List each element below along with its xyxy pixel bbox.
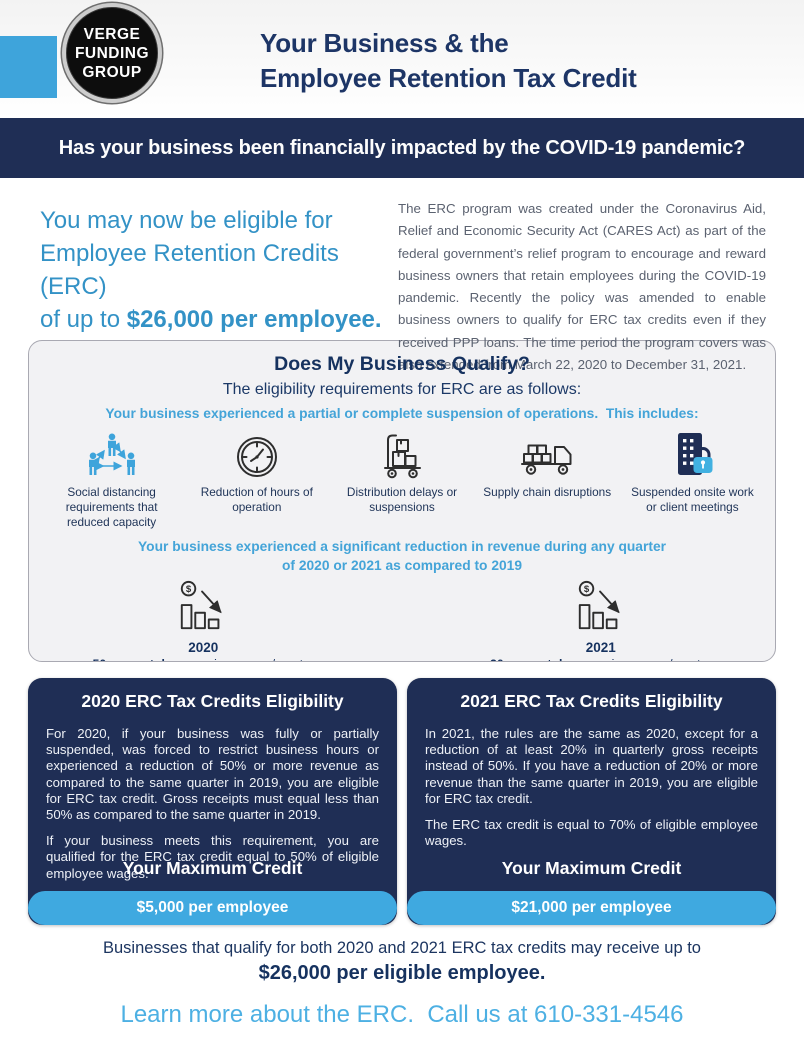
revenue-caption-rest: in revenue/quarter — [608, 657, 712, 661]
list-item-social-distancing: Social distancing requirements that redu… — [39, 429, 184, 529]
brand-blue-square — [0, 36, 57, 98]
eligibility-cards: 2020 ERC Tax Credits Eligibility For 202… — [28, 678, 776, 925]
erc-program-paragraph: The ERC program was created under the Co… — [398, 201, 766, 373]
revenue-year-label: 2020 — [188, 640, 219, 656]
headline-line3-prefix: of up to — [40, 306, 127, 333]
declining-revenue-chart-icon: $ — [573, 579, 629, 638]
revenue-caption-bold: 20 percent decrease — [490, 657, 608, 661]
page-title: Your Business & the Employee Retention T… — [260, 26, 637, 96]
qualify-title: Does My Business Qualify? — [274, 353, 530, 375]
headline-line2: Employee Retention Credits (ERC) — [40, 240, 339, 300]
supply-truck-icon — [519, 429, 575, 479]
declining-revenue-chart-icon: $ — [175, 579, 231, 638]
combined-claim-amount: $26,000 per eligible employee. — [258, 962, 546, 984]
coin-dollar-symbol: $ — [584, 585, 590, 596]
credit-amount: $5,000 per employee — [136, 899, 289, 916]
card-title: 2021 ERC Tax Credits Eligibility — [460, 691, 723, 711]
social-distancing-icon — [84, 429, 140, 479]
header: VERGE FUNDING GROUP Your Business & the … — [0, 0, 804, 118]
hand-truck-icon — [378, 429, 426, 479]
logo-line: GROUP — [82, 63, 142, 81]
headline-amount: $26,000 per employee. — [126, 306, 382, 333]
combined-credit-claim: Businesses that qualify for both 2020 an… — [0, 939, 804, 985]
revenue-reduction-heading: Your business experienced a significant … — [39, 538, 765, 575]
combined-claim-line1: Businesses that qualify for both 2020 an… — [102, 939, 701, 957]
revenue-caption-bold: 50 percent decrease — [93, 657, 211, 661]
credit-amount: $21,000 per employee — [511, 899, 672, 916]
credit-amount-pill: $21,000 per employee — [407, 891, 776, 925]
suspension-item-label: Suspended onsite work or client meetings — [631, 485, 754, 514]
revenue-caption-rest: in revenue/quarter — [211, 657, 314, 661]
card-paragraph-2: If your business meets this requirement,… — [46, 833, 379, 881]
card-2020-eligibility: 2020 ERC Tax Credits Eligibility For 202… — [28, 678, 397, 925]
coin-dollar-symbol: $ — [186, 585, 192, 596]
page-title-line1: Your Business & the — [260, 28, 509, 58]
qualify-subtitle: The eligibility requirements for ERC are… — [222, 381, 582, 398]
logo-line: FUNDING — [74, 44, 150, 62]
revenue-heading-line1: Your business experienced a significant … — [138, 539, 666, 555]
revenue-caption: 20 percent decrease in revenue/quarter — [490, 657, 712, 661]
card-paragraph-1: For 2020, if your business was fully or … — [46, 726, 379, 823]
banner-text: Has your business been financially impac… — [58, 136, 746, 159]
suspension-item-label: Supply chain disruptions — [483, 485, 612, 499]
list-item-supply-chain: Supply chain disruptions — [475, 429, 620, 529]
suspension-item-label: Reduction of hours of operation — [200, 485, 313, 514]
clock-icon — [235, 429, 279, 479]
suspension-heading: Your business experienced a partial or c… — [105, 406, 699, 421]
list-item-suspended-onsite: Suspended onsite work or client meetings — [620, 429, 765, 529]
revenue-items-row: $ 2020 50 percent decrease in revenue/qu… — [39, 579, 765, 661]
card-paragraph-2: The ERC tax credit is equal to 70% of el… — [425, 817, 758, 849]
suspension-item-label: Social distancing requirements that redu… — [65, 485, 158, 529]
list-item-distribution-delays: Distribution delays or suspensions — [329, 429, 474, 529]
covid-impact-banner: Has your business been financially impac… — [0, 118, 804, 178]
card-title: 2020 ERC Tax Credits Eligibility — [81, 691, 344, 711]
qualify-box: Does My Business Qualify? The eligibilit… — [28, 340, 776, 662]
verge-funding-group-logo: VERGE FUNDING GROUP — [62, 3, 162, 103]
call-to-action: Learn more about the ERC. Call us at 610… — [120, 1001, 684, 1028]
suspension-item-label: Distribution delays or suspensions — [346, 485, 458, 514]
revenue-year-label: 2021 — [585, 640, 616, 656]
suspension-items-row: Social distancing requirements that redu… — [39, 429, 765, 529]
revenue-caption: 50 percent decrease in revenue/quarter — [93, 657, 315, 661]
maximum-credit-label: Your Maximum Credit — [501, 858, 682, 878]
headline-line1: You may now be eligible for — [40, 207, 333, 234]
revenue-heading-line2: of 2020 or 2021 as compared to 2019 — [281, 557, 523, 573]
card-paragraph-1: In 2021, the rules are the same as 2020,… — [425, 726, 758, 806]
credit-amount-pill: $5,000 per employee — [28, 891, 397, 925]
building-lock-icon — [666, 429, 718, 479]
intro-section: You may now be eligible for Employee Ret… — [0, 178, 804, 372]
card-2021-eligibility: 2021 ERC Tax Credits Eligibility In 2021… — [407, 678, 776, 925]
eligibility-headline: You may now be eligible for Employee Ret… — [40, 198, 388, 340]
revenue-item-2021: $ 2021 20 percent decrease in revenue/qu… — [490, 579, 712, 661]
list-item-reduced-hours: Reduction of hours of operation — [184, 429, 329, 529]
erc-program-description: The ERC program was created under the Co… — [388, 198, 766, 372]
logo-line: VERGE — [83, 25, 141, 43]
maximum-credit-label: Your Maximum Credit — [122, 858, 303, 878]
revenue-item-2020: $ 2020 50 percent decrease in revenue/qu… — [93, 579, 315, 661]
page-title-line2: Employee Retention Tax Credit — [260, 63, 637, 93]
